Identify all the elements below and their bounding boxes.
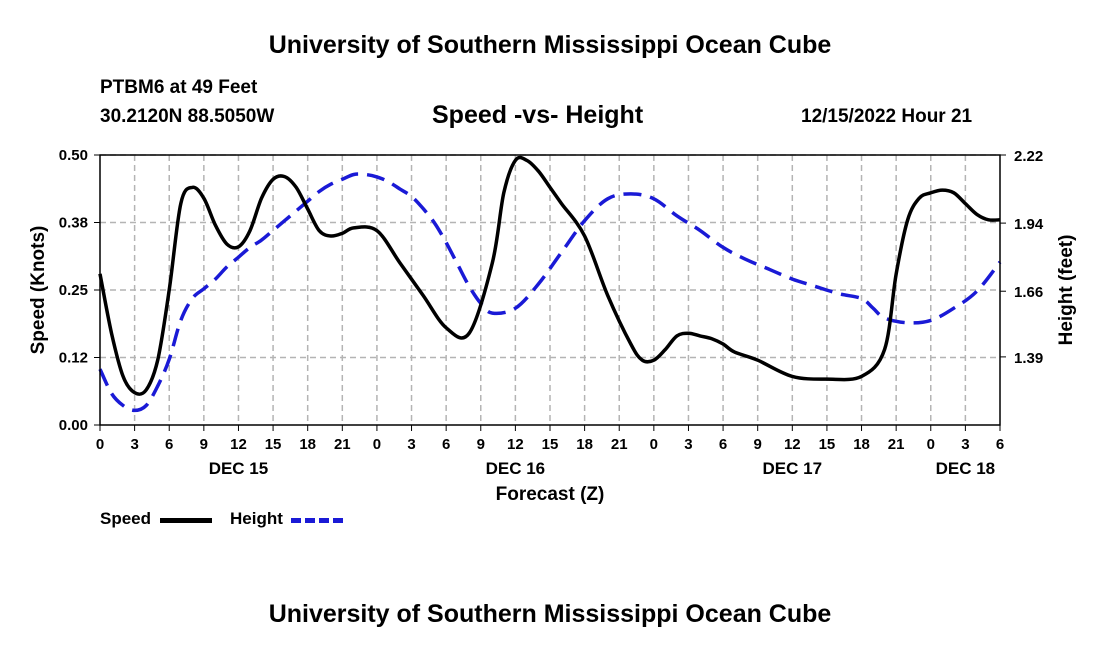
x-tick-label: 12 (230, 436, 247, 453)
x-tick-label: 0 (96, 436, 104, 453)
y2-axis-label: Height (feet) (1056, 235, 1077, 346)
y2-tick-label: 1.39 (1014, 350, 1043, 367)
chart-grid (100, 154, 1000, 425)
x-tick-label: 9 (477, 436, 485, 453)
x-tick-label: 0 (650, 436, 658, 453)
y-tick-label: 0.12 (59, 350, 88, 367)
day-label: DEC 18 (936, 459, 996, 478)
y-tick-label: 0.38 (59, 215, 88, 232)
x-tick-label: 18 (576, 436, 593, 453)
legend-speed-label: Speed (100, 509, 152, 528)
y-tick-label: 0.50 (59, 147, 88, 164)
forecast-datetime: 12/15/2022 Hour 21 (801, 106, 973, 127)
x-tick-label: 18 (299, 436, 316, 453)
x-tick-label: 6 (719, 436, 727, 453)
x-tick-label: 3 (407, 436, 415, 453)
y2-tick-label: 2.22 (1014, 148, 1043, 165)
y2-tick-label: 1.94 (1014, 216, 1044, 233)
x-tick-label: 9 (754, 436, 762, 453)
footer-title: University of Southern Mississippi Ocean… (268, 600, 832, 628)
chart-series (98, 155, 1002, 413)
day-label: DEC 16 (486, 459, 546, 478)
x-tick-label: 21 (611, 436, 628, 453)
x-tick-label: 21 (888, 436, 905, 453)
x-axis-label: Forecast (Z) (496, 484, 605, 505)
legend-height-swatch (291, 518, 343, 523)
chart-subtitle: Speed -vs- Height (432, 101, 644, 129)
station-label: PTBM6 at 49 Feet (100, 77, 258, 98)
day-label: DEC 17 (763, 459, 823, 478)
x-tick-label: 3 (130, 436, 138, 453)
x-tick-label: 3 (684, 436, 692, 453)
chart-axes: 0 3 6 9 12 15 18 21 0 3 6 9 12 15 18 21 0 3 6 9 12 15 18 21 0 3 6 0… (59, 147, 1044, 478)
day-label: DEC 15 (209, 459, 269, 478)
x-tick-label: 0 (927, 436, 935, 453)
x-tick-label: 3 (961, 436, 969, 453)
chart-title: University of Southern Mississippi Ocean… (268, 31, 832, 59)
x-tick-label: 21 (334, 436, 351, 453)
y-tick-label: 0.25 (59, 282, 88, 299)
x-tick-label: 18 (853, 436, 870, 453)
x-tick-label: 0 (373, 436, 381, 453)
x-tick-label: 15 (265, 436, 282, 453)
y-axis-label: Speed (Knots) (28, 226, 49, 355)
legend-speed-swatch (160, 518, 212, 523)
x-tick-label: 12 (784, 436, 801, 453)
x-tick-label: 15 (542, 436, 559, 453)
x-tick-label: 15 (819, 436, 836, 453)
x-tick-label: 9 (200, 436, 208, 453)
y2-tick-label: 1.66 (1014, 284, 1043, 301)
height-series-line (98, 172, 1002, 413)
coordinates-label: 30.2120N 88.5050W (100, 106, 275, 127)
legend-height-label: Height (230, 509, 283, 528)
y-tick-label: 0.00 (59, 417, 88, 434)
x-tick-label: 12 (507, 436, 524, 453)
speed-series-line (98, 155, 1001, 396)
x-tick-label: 6 (442, 436, 450, 453)
x-tick-label: 6 (165, 436, 173, 453)
x-tick-label: 6 (996, 436, 1004, 453)
